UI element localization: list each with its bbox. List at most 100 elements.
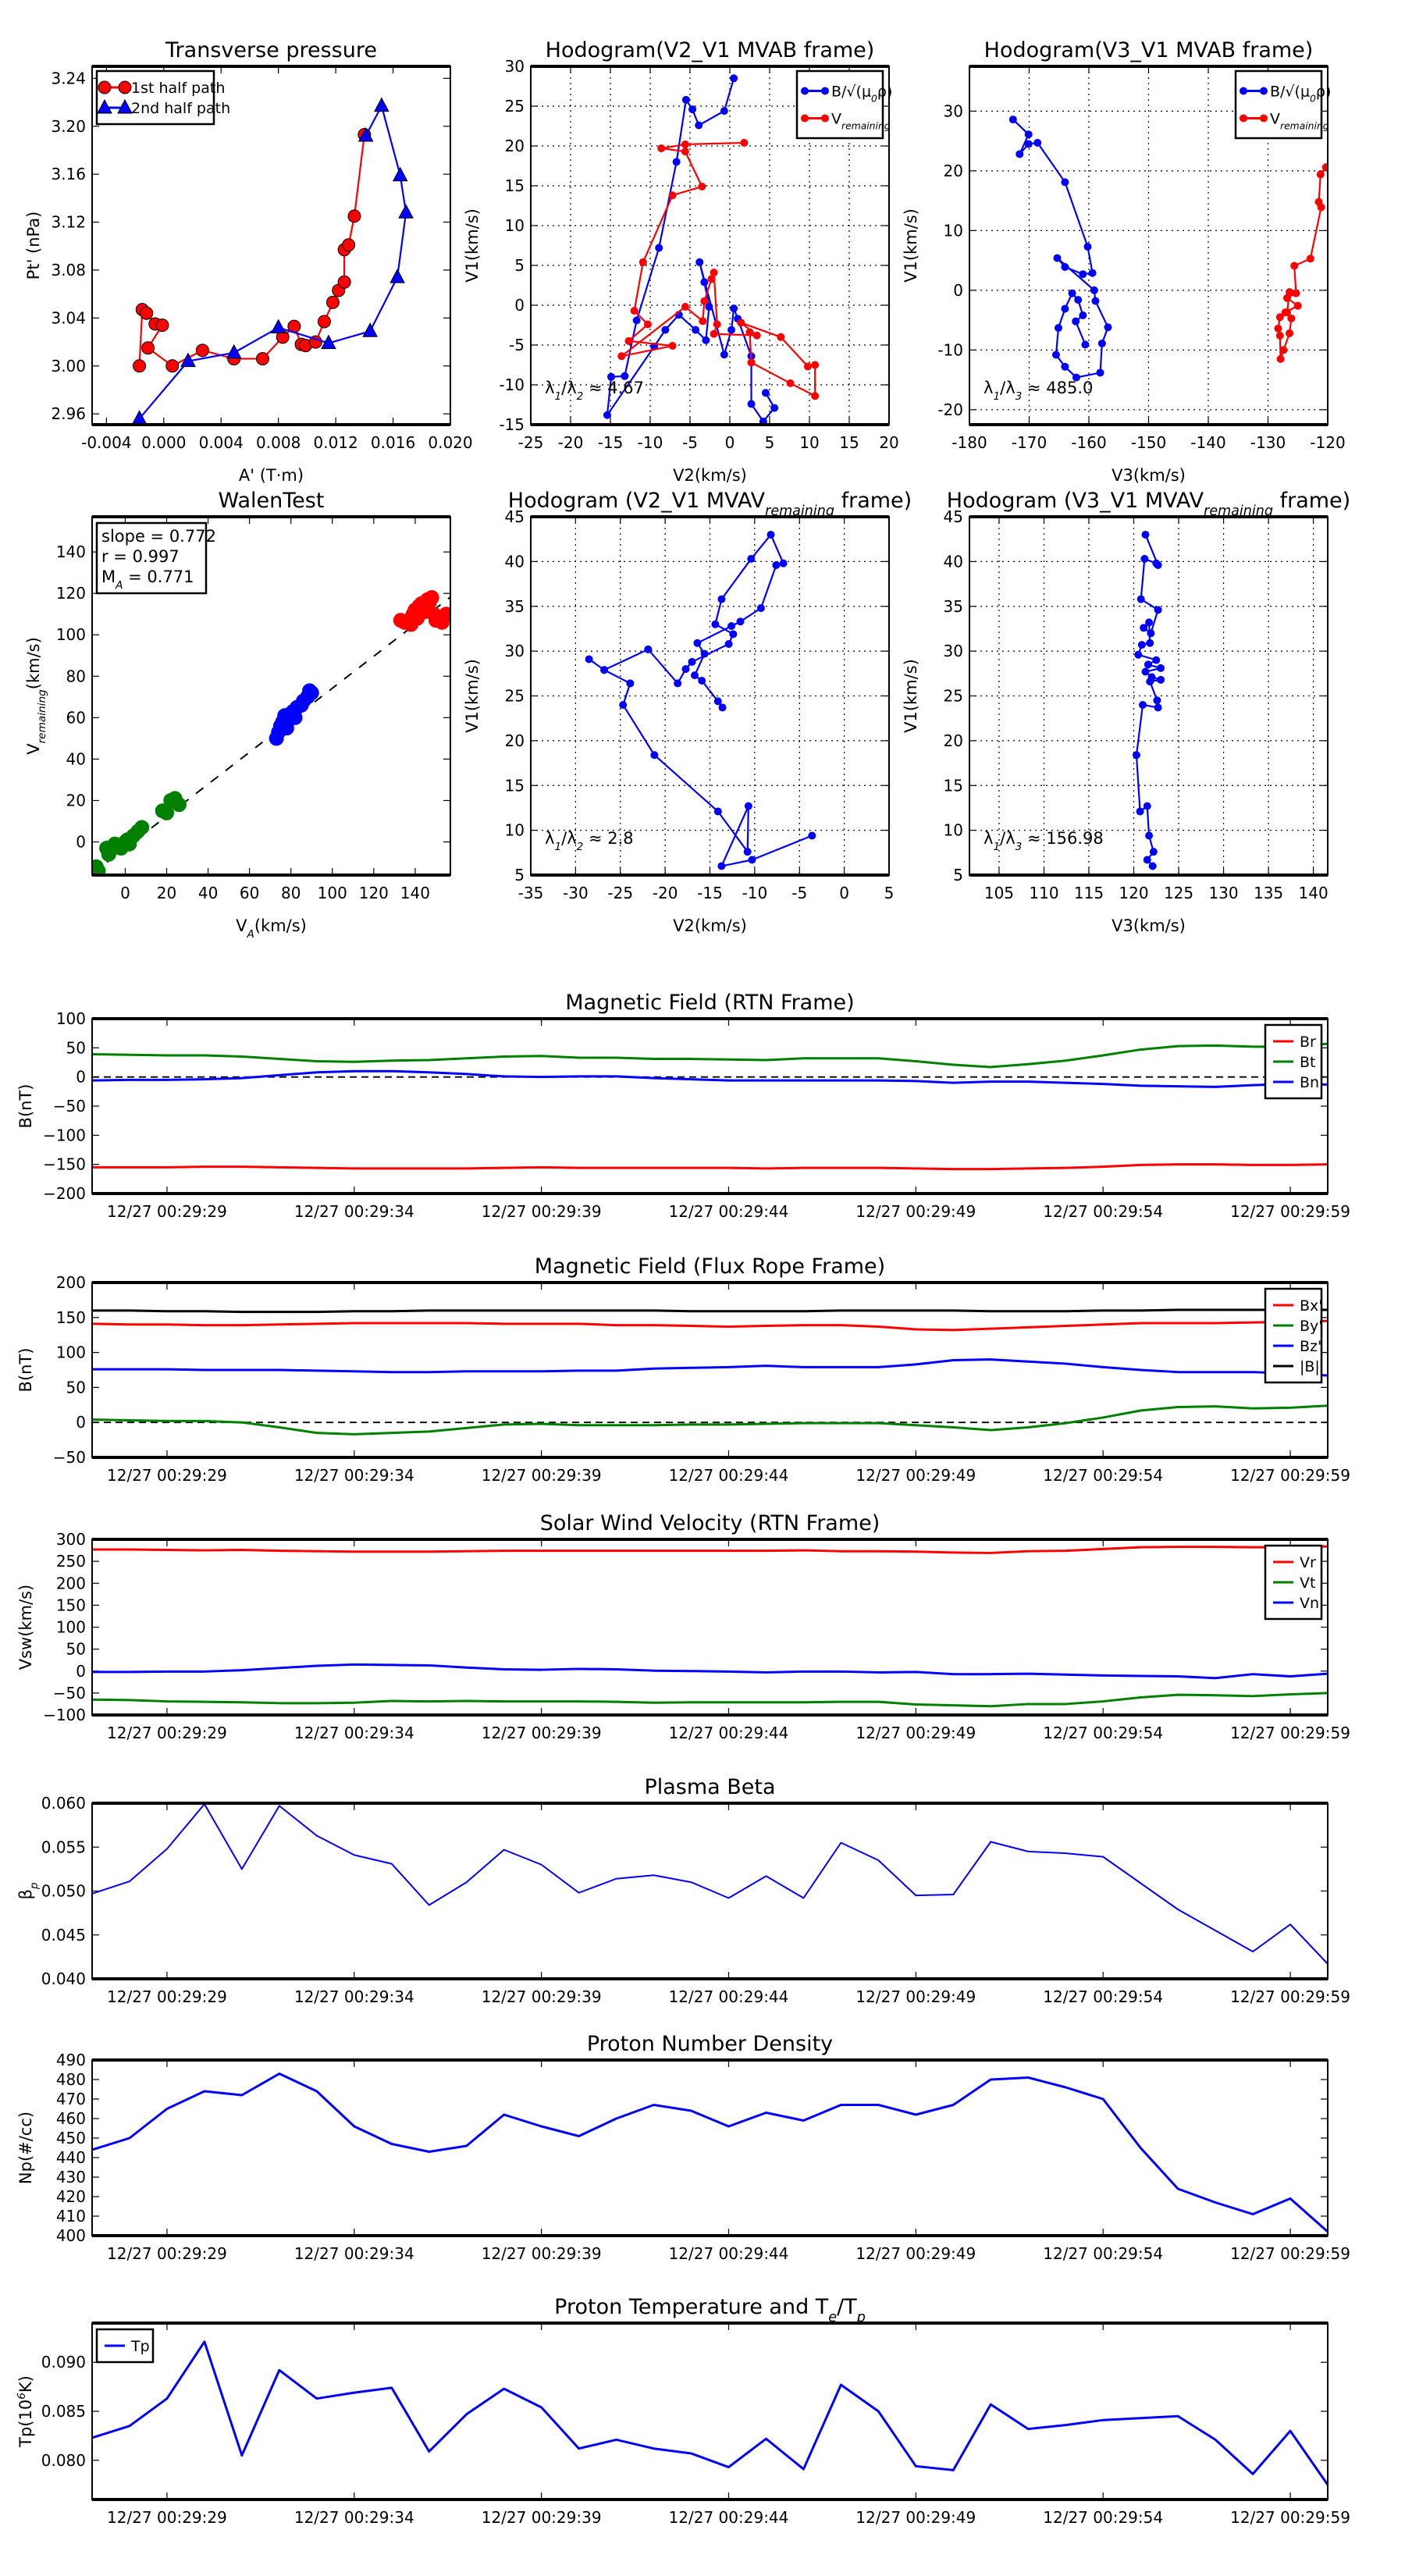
data-point [1145, 618, 1154, 627]
series-line [92, 1545, 1328, 1554]
x-tick-label: 105 [984, 884, 1014, 902]
plot-area [92, 1545, 1328, 1708]
y-tick-label: 3.04 [51, 308, 86, 327]
x-tick-label: 12/27 00:29:54 [1043, 1987, 1163, 2006]
data-point [1146, 678, 1154, 686]
data-point [141, 341, 155, 355]
data-point [698, 183, 706, 191]
legend-marker [821, 114, 829, 123]
data-point [1136, 595, 1145, 603]
data-point [342, 238, 356, 252]
y-axis-label: B(nT) [16, 1084, 35, 1129]
data-point [718, 703, 727, 712]
data-point [681, 95, 690, 104]
legend: Vr Vt Vn [1264, 1544, 1323, 1621]
data-point [1132, 751, 1140, 760]
x-tick-label: -0.004 [81, 433, 131, 452]
x-tick-label: 12/27 00:29:39 [482, 2244, 602, 2263]
y-tick-label: 0.085 [41, 2402, 86, 2421]
x-tick-label: 12/27 00:29:49 [855, 2508, 976, 2527]
y-tick-label: 0.055 [41, 1838, 86, 1856]
data-point [786, 379, 795, 387]
series-br [92, 1163, 1328, 1171]
data-point [171, 797, 187, 813]
stats-box-frame [95, 521, 208, 595]
data-point [404, 617, 419, 632]
y-tick-label: 10 [944, 821, 963, 840]
x-tick-label: 12/27 00:29:29 [107, 1724, 227, 1742]
x-tick-label: -20 [558, 433, 584, 452]
legend-label: Tp [130, 2338, 150, 2355]
hodogram-mvav-v3-v1-chart: 105 110 115 120 125 130 135 140 5 10 15 20 25 30 35 40 4… [902, 489, 1350, 935]
y-tick-label: 15 [505, 176, 525, 195]
series-tp [92, 2340, 1328, 2486]
y-tick-label: -5 [509, 336, 525, 354]
series-beta [92, 1803, 1328, 1965]
data-point [1016, 150, 1024, 158]
data-point [1275, 332, 1284, 340]
y-tick-label: 0.060 [41, 1794, 86, 1813]
x-tick-label: 12/27 00:29:54 [1043, 1724, 1163, 1742]
legend-box [795, 69, 884, 140]
series-line [92, 1803, 1328, 1965]
series-line [92, 1404, 1328, 1436]
y-tick-label: 3.08 [51, 261, 86, 279]
data-point [1061, 178, 1069, 187]
x-tick-label: 12/27 00:29:39 [482, 1987, 602, 2006]
chart-title: Proton Temperature and Te/Tp [554, 2295, 866, 2325]
data-point [1152, 559, 1161, 568]
data-point [1091, 297, 1100, 305]
data-point [630, 307, 638, 315]
x-tick-label: 0.004 [199, 433, 244, 452]
data-point [632, 316, 641, 325]
data-point [761, 389, 770, 397]
legend: B/√(μ0ρ) Vremaining [795, 69, 892, 140]
y-tick-label: 200 [56, 1273, 86, 1292]
legend-marker [821, 87, 829, 95]
x-tick-label: -180 [951, 433, 987, 452]
y-tick-label: −50 [53, 1448, 86, 1467]
y-tick-label: 10 [505, 216, 525, 235]
series-line [92, 2340, 1328, 2486]
x-tick-label: -20 [653, 884, 678, 902]
legend-label: B/√(μ0ρ) [831, 84, 892, 105]
data-point [317, 315, 331, 329]
data-point [92, 863, 106, 875]
x-tick-label: 12/27 00:29:34 [294, 2508, 414, 2527]
legend-item: Vremaining [801, 111, 891, 132]
y-tick-label: 3.16 [51, 165, 86, 183]
data-point [155, 318, 169, 333]
plot-area [92, 1308, 1328, 1436]
data-point [713, 807, 722, 816]
data-point [700, 297, 709, 305]
legend-item: Br [1273, 1034, 1316, 1051]
data-point [759, 417, 767, 425]
y-tick-label: 440 [56, 2148, 86, 2167]
data-point [133, 359, 147, 373]
y-tick-label: 15 [944, 776, 963, 795]
data-point [1090, 286, 1098, 294]
chart-title: Magnetic Field (RTN Frame) [565, 991, 854, 1015]
y-tick-label: 430 [56, 2168, 86, 2186]
x-tick-label: -160 [1071, 433, 1106, 452]
x-tick-label: 12/27 00:29:49 [855, 1466, 976, 1485]
x-tick-label: 12/27 00:29:39 [482, 1202, 602, 1221]
series-line [92, 1163, 1328, 1171]
data-point [747, 400, 756, 408]
data-point [767, 530, 775, 539]
x-tick-label: 5 [884, 884, 895, 902]
y-tick-label: 30 [505, 57, 525, 76]
x-tick-label: -150 [1131, 433, 1166, 452]
series-line [92, 1069, 1328, 1088]
series-v-remaining- [617, 138, 820, 400]
data-point [690, 671, 699, 680]
x-tick-label: 12/27 00:29:44 [669, 2244, 789, 2263]
data-point [729, 630, 738, 639]
data-point [1024, 130, 1033, 139]
data-point [674, 679, 682, 688]
y-tick-label: 0.050 [41, 1882, 86, 1901]
series-vt [92, 1692, 1328, 1708]
chart-title: Hodogram(V2_V1 MVAB frame) [546, 38, 875, 62]
hodogram-mvav-v2-v1-chart: -35 -30 -25 -20 -15 -10 -5 0 5 5 10 15 20 25 30 35 40 45H… [463, 489, 912, 935]
